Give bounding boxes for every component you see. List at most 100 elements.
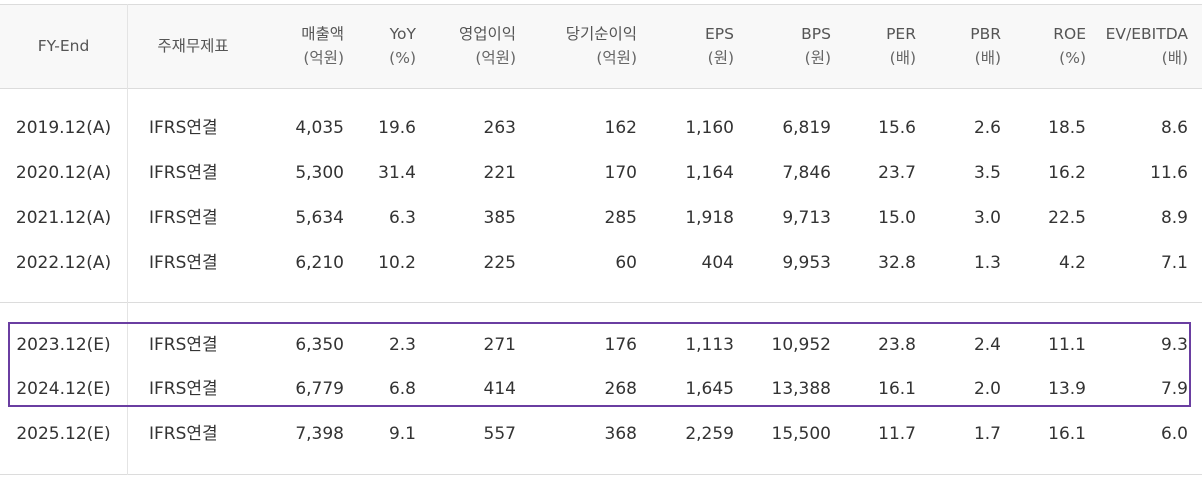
- cell-eps: 1,164: [685, 163, 734, 183]
- header-pbr: PBR (배): [925, 4, 1001, 88]
- cell-fy-end: 2025.12(E): [16, 424, 111, 444]
- cell-bps: 9,953: [782, 253, 831, 273]
- cell-eps: 1,160: [685, 118, 734, 138]
- header-unit: (배): [1161, 49, 1188, 67]
- cell-main-statement: IFRS연결: [149, 208, 218, 228]
- header-eps: EPS (원): [650, 4, 734, 88]
- cell-yoy: 6.3: [388, 208, 416, 228]
- cell-main-statement: IFRS연결: [149, 163, 218, 183]
- cell-main-statement: IFRS연결: [149, 424, 218, 444]
- cell-operating-profit: 225: [483, 253, 516, 273]
- cell-yoy: 10.2: [378, 253, 416, 273]
- header-unit: (억원): [475, 49, 516, 67]
- cell-main-statement: IFRS연결: [149, 253, 218, 273]
- cell-eps: 1,113: [685, 335, 734, 355]
- cell-eps: 1,918: [685, 208, 734, 228]
- cell-per: 15.0: [878, 208, 916, 228]
- cell-pbr: 2.0: [973, 379, 1001, 399]
- cell-revenue: 5,300: [295, 163, 344, 183]
- cell-ev-ebitda: 7.1: [1160, 253, 1188, 273]
- cell-revenue: 6,779: [295, 379, 344, 399]
- cell-pbr: 1.7: [973, 424, 1001, 444]
- header-revenue: 매출액 (억원): [258, 4, 344, 88]
- header-fy-end: FY-End: [0, 4, 127, 88]
- header-label: 당기순이익: [565, 25, 637, 43]
- header-label: YoY: [389, 25, 416, 43]
- cell-roe: 16.1: [1048, 424, 1086, 444]
- cell-yoy: 6.8: [388, 379, 416, 399]
- cell-fy-end: 2020.12(A): [15, 163, 112, 183]
- header-label: EPS: [705, 25, 734, 43]
- cell-net-income: 60: [615, 253, 637, 273]
- cell-fy-end: 2021.12(A): [15, 208, 112, 228]
- header-yoy: YoY (%): [350, 4, 416, 88]
- cell-operating-profit: 557: [483, 424, 516, 444]
- header-label: FY-End: [37, 37, 90, 55]
- cell-net-income: 176: [604, 335, 637, 355]
- header-net-income: 당기순이익 (억원): [520, 4, 637, 88]
- column-divider: [127, 4, 128, 475]
- cell-operating-profit: 221: [483, 163, 516, 183]
- header-unit: (원): [804, 49, 831, 67]
- cell-fy-end: 2023.12(E): [16, 335, 111, 355]
- cell-main-statement: IFRS연결: [149, 335, 218, 355]
- header-unit: (배): [889, 49, 916, 67]
- cell-eps: 2,259: [685, 424, 734, 444]
- header-top-border: [0, 4, 1202, 5]
- header-bottom-border: [0, 88, 1202, 89]
- header-bps: BPS (원): [745, 4, 831, 88]
- cell-fy-end: 2019.12(A): [15, 118, 112, 138]
- cell-per: 32.8: [878, 253, 916, 273]
- cell-per: 11.7: [878, 424, 916, 444]
- cell-roe: 16.2: [1048, 163, 1086, 183]
- cell-net-income: 285: [604, 208, 637, 228]
- header-unit: (억원): [596, 49, 637, 67]
- financial-summary-table: FY-End 주재무제표 매출액 (억원) YoY (%) 영업이익 (억원) …: [0, 4, 1202, 476]
- cell-ev-ebitda: 8.6: [1160, 118, 1188, 138]
- header-per: PER (배): [840, 4, 916, 88]
- cell-pbr: 2.6: [973, 118, 1001, 138]
- cell-per: 23.7: [878, 163, 916, 183]
- cell-per: 16.1: [878, 379, 916, 399]
- cell-revenue: 4,035: [295, 118, 344, 138]
- cell-bps: 10,952: [771, 335, 831, 355]
- forecast-highlight-box: [8, 322, 1191, 407]
- header-main-statement: 주재무제표: [128, 4, 258, 88]
- header-roe: ROE (%): [1010, 4, 1086, 88]
- cell-bps: 6,819: [782, 118, 831, 138]
- cell-revenue: 6,350: [295, 335, 344, 355]
- table-row: 2019.12(A) IFRS연결 4,035 19.6 263 162 1,160 6,81…: [0, 106, 1202, 150]
- cell-yoy: 31.4: [378, 163, 416, 183]
- header-ev-ebitda: EV/EBITDA (배): [1092, 4, 1188, 88]
- cell-pbr: 1.3: [973, 253, 1001, 273]
- cell-operating-profit: 271: [483, 335, 516, 355]
- cell-operating-profit: 385: [483, 208, 516, 228]
- cell-net-income: 162: [604, 118, 637, 138]
- cell-fy-end: 2022.12(A): [15, 253, 112, 273]
- cell-revenue: 6,210: [295, 253, 344, 273]
- cell-fy-end: 2024.12(E): [16, 379, 111, 399]
- header-label: EV/EBITDA: [1105, 25, 1188, 43]
- cell-net-income: 268: [604, 379, 637, 399]
- cell-bps: 7,846: [782, 163, 831, 183]
- cell-yoy: 2.3: [388, 335, 416, 355]
- header-unit: (원): [707, 49, 734, 67]
- cell-eps: 1,645: [685, 379, 734, 399]
- header-label: 영업이익: [458, 25, 516, 43]
- header-label: 주재무제표: [157, 37, 229, 55]
- table-bottom-border: [0, 474, 1202, 475]
- table-row: 2023.12(E) IFRS연결 6,350 2.3 271 176 1,113 10,95…: [0, 323, 1202, 367]
- cell-revenue: 7,398: [295, 424, 344, 444]
- cell-bps: 13,388: [771, 379, 831, 399]
- cell-operating-profit: 263: [483, 118, 516, 138]
- cell-ev-ebitda: 7.9: [1160, 379, 1188, 399]
- cell-main-statement: IFRS연결: [149, 379, 218, 399]
- cell-revenue: 5,634: [295, 208, 344, 228]
- table-row: 2025.12(E) IFRS연결 7,398 9.1 557 368 2,259 15,50…: [0, 412, 1202, 456]
- cell-per: 15.6: [878, 118, 916, 138]
- header-label: BPS: [801, 25, 831, 43]
- cell-pbr: 3.0: [973, 208, 1001, 228]
- cell-eps: 404: [701, 253, 734, 273]
- table-row: 2020.12(A) IFRS연결 5,300 31.4 221 170 1,164 7,84…: [0, 151, 1202, 195]
- header-label: PBR: [970, 25, 1001, 43]
